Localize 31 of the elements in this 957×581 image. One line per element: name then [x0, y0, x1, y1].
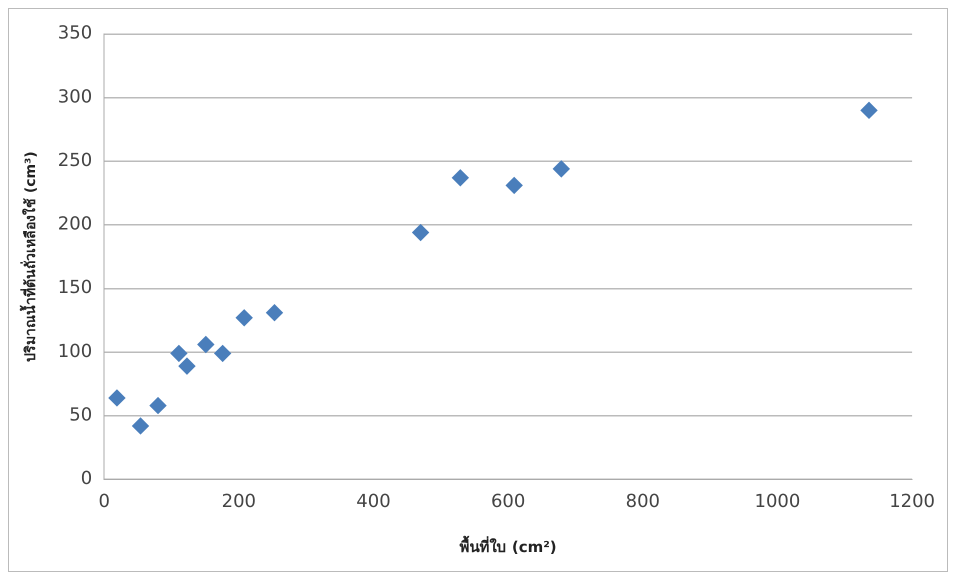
point: [214, 344, 232, 362]
point: [452, 169, 469, 186]
point: [132, 417, 150, 434]
point: [108, 389, 126, 406]
y-tick-label: 250: [58, 150, 92, 171]
point: [236, 309, 253, 326]
y-tick-label: 300: [58, 86, 92, 108]
point: [197, 336, 214, 354]
point: [170, 344, 188, 362]
y-tick-label: 100: [58, 340, 92, 362]
point: [412, 224, 430, 242]
point: [150, 397, 167, 414]
x-tick-label: 600: [490, 490, 526, 512]
point: [178, 358, 196, 375]
x-tick-label: 1200: [889, 490, 935, 512]
y-axis-title: ปริมาณน้ำที่ต้นถั่วเหลืองใช้ (cm³): [19, 151, 40, 362]
y-tick-label: 0: [80, 468, 92, 490]
y-tick-label: 50: [69, 404, 92, 426]
point: [860, 102, 878, 119]
x-tick-label: 800: [626, 490, 660, 512]
x-tick-label: 1000: [754, 490, 800, 512]
x-tick-label: 400: [356, 490, 391, 512]
x-tick-label: 200: [222, 490, 256, 512]
point: [552, 160, 570, 178]
point: [506, 176, 523, 194]
x-axis-title: พื้นที่ใบ (cm²): [460, 534, 557, 556]
y-tick-label: 350: [58, 22, 92, 44]
point: [266, 304, 283, 322]
y-tick-label: 200: [58, 214, 92, 235]
x-tick-label: 0: [98, 490, 110, 512]
y-tick-label: 150: [58, 277, 92, 298]
